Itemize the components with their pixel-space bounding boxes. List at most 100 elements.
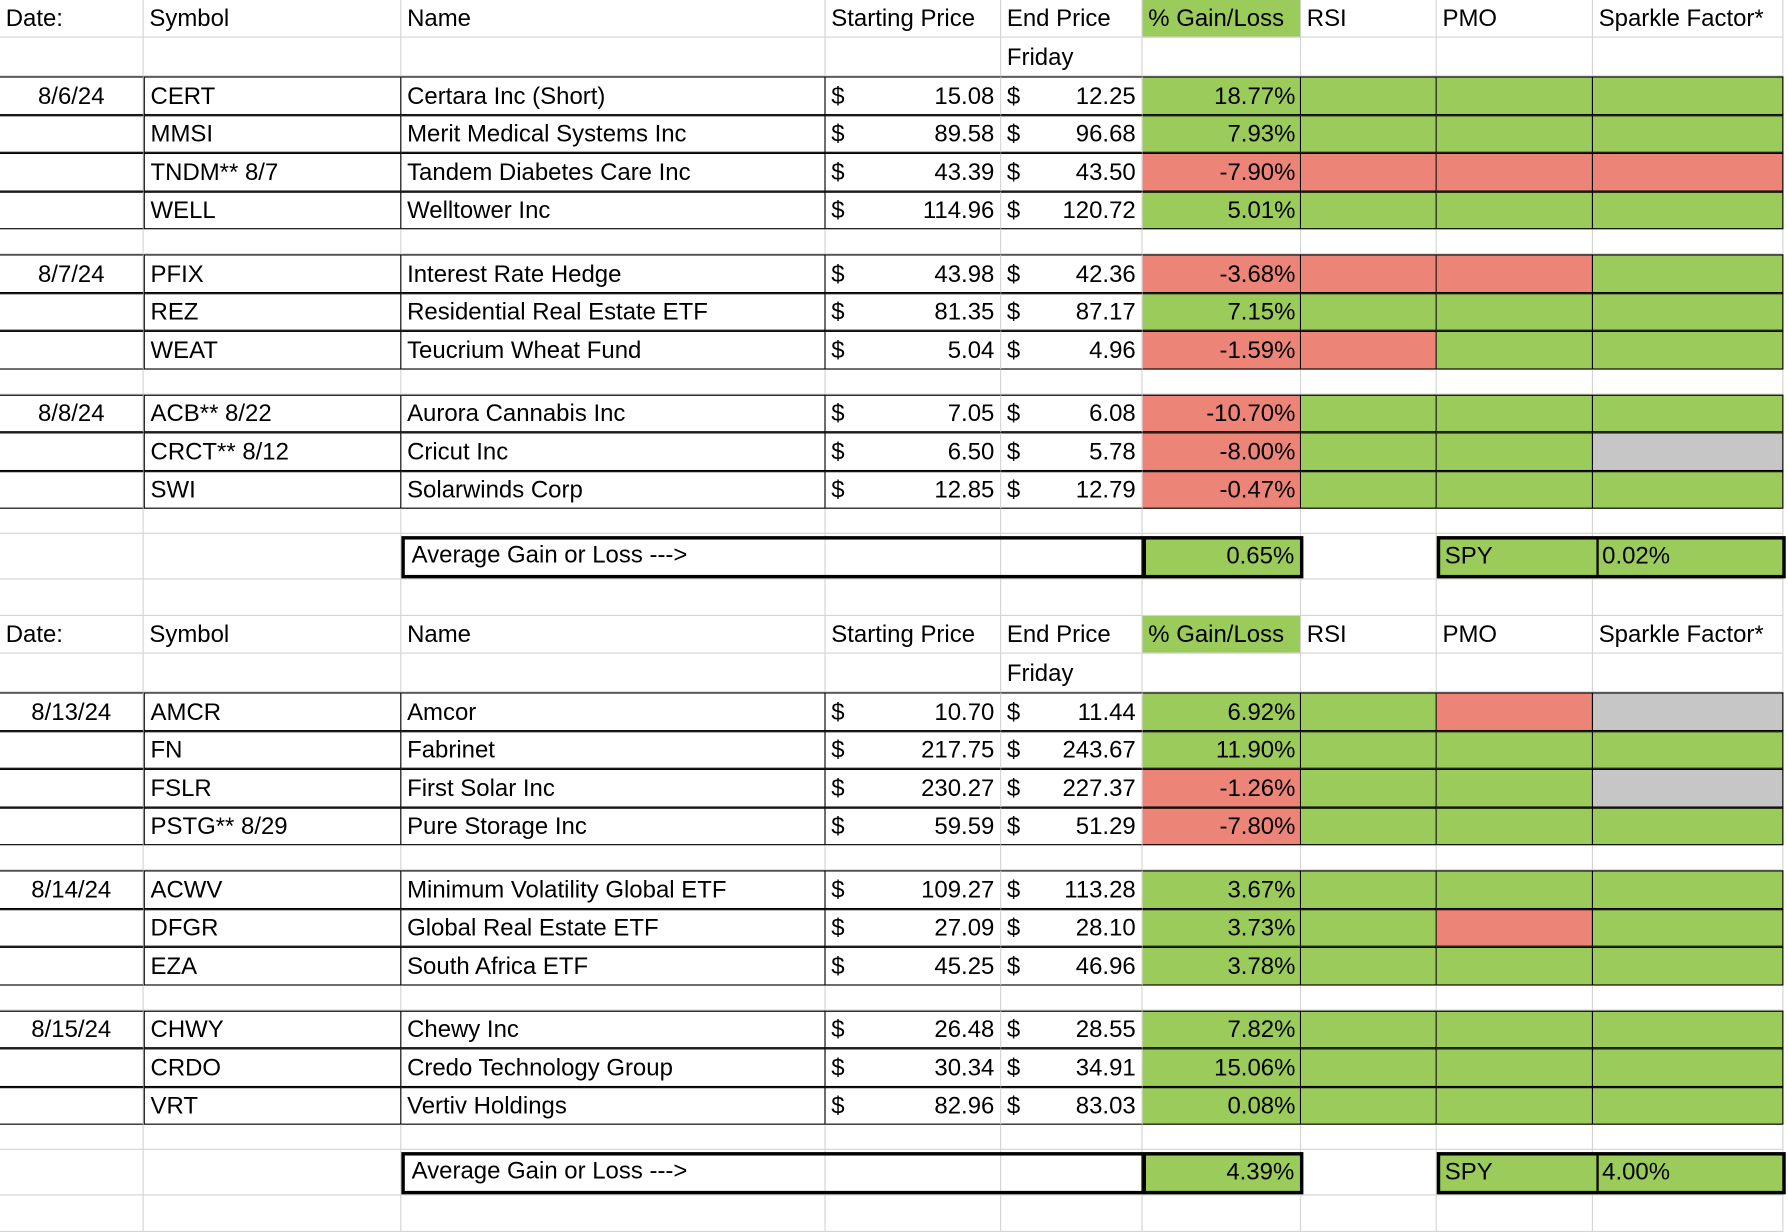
end-price-cell[interactable]: $6.08	[1001, 394, 1143, 433]
empty-cell[interactable]	[401, 579, 826, 616]
empty-cell[interactable]	[1001, 229, 1143, 255]
header-name[interactable]: Name	[401, 615, 826, 654]
symbol-cell[interactable]: AMCR	[143, 692, 402, 731]
header-symbol[interactable]: Symbol	[143, 615, 402, 654]
empty-cell[interactable]	[401, 229, 826, 255]
empty-cell[interactable]	[1301, 1195, 1437, 1232]
starting-price-cell[interactable]: $114.96	[825, 191, 1002, 230]
empty-cell[interactable]	[1301, 579, 1437, 616]
sparkle-factor-cell[interactable]	[1592, 330, 1784, 370]
empty-cell[interactable]	[401, 653, 826, 693]
empty-cell[interactable]	[1142, 984, 1302, 1011]
rsi-cell[interactable]	[1301, 692, 1437, 731]
rsi-cell[interactable]	[1301, 1010, 1437, 1049]
empty-cell[interactable]	[0, 37, 144, 77]
empty-cell[interactable]	[825, 508, 1002, 534]
date-cell[interactable]	[0, 946, 144, 985]
empty-cell[interactable]	[1142, 845, 1302, 871]
symbol-cell[interactable]: TNDM** 8/7	[143, 152, 402, 192]
name-cell[interactable]: Merit Medical Systems Inc	[401, 114, 826, 153]
rsi-cell[interactable]	[1301, 76, 1437, 115]
empty-cell[interactable]	[143, 229, 402, 255]
end-price-cell[interactable]: $87.17	[1001, 292, 1143, 331]
empty-cell[interactable]	[825, 653, 1002, 693]
empty-cell[interactable]	[143, 508, 402, 534]
starting-price-cell[interactable]: $109.27	[825, 870, 1002, 909]
gain-loss-cell[interactable]: 6.92%	[1142, 692, 1302, 731]
header-gain-loss[interactable]: % Gain/Loss	[1142, 0, 1302, 38]
empty-cell[interactable]	[1436, 229, 1593, 255]
empty-cell[interactable]	[825, 1149, 1002, 1196]
symbol-cell[interactable]: FN	[143, 730, 402, 769]
empty-cell[interactable]	[825, 984, 1002, 1011]
empty-cell[interactable]	[1001, 508, 1143, 534]
empty-cell[interactable]	[1592, 579, 1784, 616]
starting-price-cell[interactable]: $10.70	[825, 692, 1002, 731]
gain-loss-cell[interactable]: 3.78%	[1142, 946, 1302, 985]
rsi-cell[interactable]	[1301, 292, 1437, 331]
sparkle-factor-cell[interactable]	[1592, 768, 1784, 808]
empty-cell[interactable]	[1301, 533, 1437, 580]
header-name[interactable]: Name	[401, 0, 826, 38]
header-pmo[interactable]: PMO	[1436, 0, 1593, 38]
symbol-cell[interactable]: FSLR	[143, 768, 402, 808]
name-cell[interactable]: Welltower Inc	[401, 191, 826, 230]
empty-cell[interactable]	[0, 984, 144, 1011]
empty-cell[interactable]	[1301, 229, 1437, 255]
symbol-cell[interactable]: CRDO	[143, 1048, 402, 1087]
name-cell[interactable]: Tandem Diabetes Care Inc	[401, 152, 826, 192]
empty-cell[interactable]	[825, 533, 1002, 580]
spy-box[interactable]: SPY 0.02%	[1436, 536, 1786, 579]
symbol-cell[interactable]: ACWV	[143, 870, 402, 909]
starting-price-cell[interactable]: $230.27	[825, 768, 1002, 808]
header-pmo[interactable]: PMO	[1436, 615, 1593, 654]
name-cell[interactable]: Solarwinds Corp	[401, 470, 826, 509]
date-cell[interactable]	[0, 730, 144, 769]
gain-loss-cell[interactable]: 7.15%	[1142, 292, 1302, 331]
date-cell[interactable]	[0, 807, 144, 846]
empty-cell[interactable]	[825, 1195, 1002, 1232]
sparkle-factor-cell[interactable]	[1592, 191, 1784, 230]
empty-cell[interactable]	[825, 369, 1002, 395]
name-cell[interactable]: Certara Inc (Short)	[401, 76, 826, 115]
header-end-price[interactable]: End Price	[1001, 615, 1143, 654]
empty-cell[interactable]	[0, 1124, 144, 1150]
sparkle-factor-cell[interactable]	[1592, 730, 1784, 769]
starting-price-cell[interactable]: $43.39	[825, 152, 1002, 192]
empty-cell[interactable]	[1001, 984, 1143, 1011]
empty-cell[interactable]	[401, 369, 826, 395]
empty-cell[interactable]	[1142, 1195, 1302, 1232]
empty-cell[interactable]	[1436, 508, 1593, 534]
rsi-cell[interactable]	[1301, 432, 1437, 471]
gain-loss-cell[interactable]: -10.70%	[1142, 394, 1302, 433]
pmo-cell[interactable]	[1436, 768, 1593, 808]
starting-price-cell[interactable]: $89.58	[825, 114, 1002, 153]
symbol-cell[interactable]: CERT	[143, 76, 402, 115]
end-price-cell[interactable]: $43.50	[1001, 152, 1143, 192]
empty-cell[interactable]	[1592, 984, 1784, 1011]
date-cell[interactable]: 8/15/24	[0, 1010, 144, 1049]
symbol-cell[interactable]: PSTG** 8/29	[143, 807, 402, 846]
rsi-cell[interactable]	[1301, 908, 1437, 947]
rsi-cell[interactable]	[1301, 114, 1437, 153]
sparkle-factor-cell[interactable]	[1592, 292, 1784, 331]
empty-cell[interactable]	[1301, 1124, 1437, 1150]
empty-cell[interactable]	[0, 1149, 144, 1196]
sparkle-factor-cell[interactable]	[1592, 692, 1784, 731]
empty-cell[interactable]	[1301, 508, 1437, 534]
empty-cell[interactable]	[1301, 37, 1437, 77]
rsi-cell[interactable]	[1301, 470, 1437, 509]
rsi-cell[interactable]	[1301, 152, 1437, 192]
symbol-cell[interactable]: MMSI	[143, 114, 402, 153]
average-gain-value[interactable]: 4.39%	[1142, 1152, 1304, 1195]
empty-cell[interactable]	[401, 1149, 826, 1196]
end-price-cell[interactable]: $12.79	[1001, 470, 1143, 509]
sparkle-factor-cell[interactable]	[1592, 1010, 1784, 1049]
rsi-cell[interactable]	[1301, 807, 1437, 846]
header-end-sub[interactable]: Friday	[1001, 653, 1143, 693]
empty-cell[interactable]	[1001, 845, 1143, 871]
empty-cell[interactable]	[825, 1124, 1002, 1150]
end-price-cell[interactable]: $113.28	[1001, 870, 1143, 909]
rsi-cell[interactable]	[1301, 730, 1437, 769]
gain-loss-cell[interactable]: 11.90%	[1142, 730, 1302, 769]
